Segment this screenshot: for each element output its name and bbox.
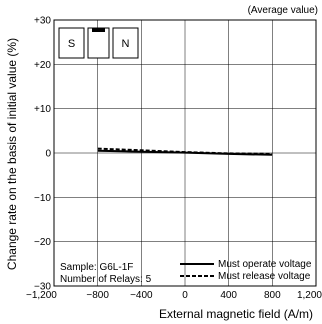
x-tick-label: 0 xyxy=(182,290,188,301)
sample-line: Sample: G6L-1F xyxy=(60,262,133,273)
magnet-north-label: N xyxy=(122,38,130,50)
y-tick-label: +20 xyxy=(34,60,51,71)
x-tick-label: −400 xyxy=(130,290,153,301)
legend: Must operate voltage Must release voltag… xyxy=(180,259,312,282)
magnet-diagram: S N xyxy=(58,27,139,59)
x-tick-label: 1,200 xyxy=(297,290,322,301)
y-tick-label: +30 xyxy=(34,16,51,27)
y-tick-label: +10 xyxy=(34,104,51,115)
y-ticks: +30 +20 +10 0 −10 −20 −30 xyxy=(34,16,51,293)
average-note: (Average value) xyxy=(248,5,318,16)
magnet-north-box xyxy=(112,27,139,59)
series-lines xyxy=(97,147,273,156)
y-tick-label: −30 xyxy=(34,282,51,293)
magnet-south-label: S xyxy=(68,38,75,50)
series-line-release xyxy=(97,147,273,155)
x-tick-label: 800 xyxy=(264,290,281,301)
plot-frame xyxy=(53,19,317,287)
x-tick-label: −1,200 xyxy=(26,290,57,301)
legend-label-operate: Must operate voltage xyxy=(218,259,312,270)
y-axis-label: Change rate on the basis of initial valu… xyxy=(5,38,19,270)
relays-line: Number of Relays: 5 xyxy=(60,274,152,285)
y-tick-label: 0 xyxy=(45,149,51,160)
x-tick-label: 400 xyxy=(220,290,237,301)
relay-component xyxy=(92,28,105,32)
x-ticks: −1,200 −800 −400 0 400 800 1,200 xyxy=(26,290,322,301)
x-axis-label: External magnetic field (A/m) xyxy=(159,307,313,321)
magnet-south-box xyxy=(58,27,85,59)
relay-box xyxy=(87,27,110,59)
x-tick-label: −800 xyxy=(86,290,109,301)
y-tick-label: −10 xyxy=(34,193,51,204)
y-tick-label: −20 xyxy=(34,237,51,248)
legend-label-release: Must release voltage xyxy=(218,271,311,282)
